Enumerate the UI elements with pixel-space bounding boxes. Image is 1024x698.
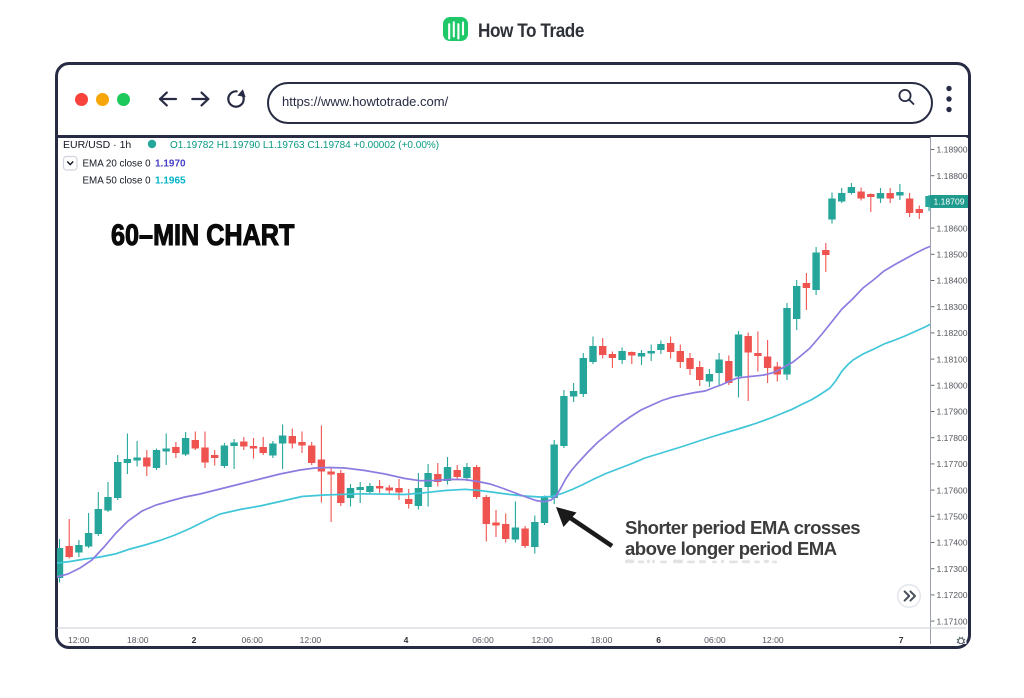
svg-text:12:00: 12:00 [531, 635, 553, 644]
svg-text:1.18300: 1.18300 [937, 302, 968, 312]
svg-text:12:00: 12:00 [762, 635, 784, 644]
svg-text:1.18400: 1.18400 [937, 276, 968, 286]
svg-text:7: 7 [899, 635, 904, 644]
svg-text:EUR/USD · 1h: EUR/USD · 1h [63, 139, 131, 151]
svg-text:1.18200: 1.18200 [937, 328, 968, 338]
svg-text:Shorter period EMA crosses: Shorter period EMA crosses [625, 517, 860, 538]
svg-text:1.17600: 1.17600 [937, 485, 968, 495]
svg-text:06:00: 06:00 [241, 635, 263, 644]
svg-text:60–MIN CHART: 60–MIN CHART [111, 218, 294, 252]
svg-text:1.18600: 1.18600 [937, 223, 968, 233]
svg-text:1.17500: 1.17500 [937, 512, 968, 522]
svg-text:1.18709: 1.18709 [933, 196, 964, 206]
svg-text:18:00: 18:00 [127, 635, 149, 644]
svg-text:1.1970: 1.1970 [155, 159, 186, 170]
svg-text:12:00: 12:00 [68, 635, 90, 644]
svg-text:4: 4 [404, 635, 409, 644]
svg-text:1.17300: 1.17300 [937, 564, 968, 574]
svg-text:1.1965: 1.1965 [155, 176, 186, 187]
svg-text:06:00: 06:00 [704, 635, 726, 644]
svg-text:1.17700: 1.17700 [937, 459, 968, 469]
svg-text:1.17100: 1.17100 [937, 616, 968, 626]
svg-text:1.17800: 1.17800 [937, 433, 968, 443]
svg-text:EMA 20 close 0: EMA 20 close 0 [83, 159, 152, 170]
svg-text:1.18000: 1.18000 [937, 381, 968, 391]
svg-text:12:00: 12:00 [300, 635, 322, 644]
svg-text:1.17900: 1.17900 [937, 407, 968, 417]
svg-text:06:00: 06:00 [472, 635, 494, 644]
svg-text:1.18800: 1.18800 [937, 171, 968, 181]
svg-text:above longer period EMA: above longer period EMA [625, 538, 837, 559]
svg-text:1.18100: 1.18100 [937, 354, 968, 364]
svg-text:1.18900: 1.18900 [937, 145, 968, 155]
svg-text:EMA 50 close 0: EMA 50 close 0 [83, 176, 152, 187]
svg-text:1.17200: 1.17200 [937, 590, 968, 600]
svg-text:2: 2 [192, 635, 197, 644]
svg-text:6: 6 [656, 635, 661, 644]
svg-text:O1.19782 H1.19790 L1.19763: O1.19782 H1.19790 L1.19763 C1.19784 +0.0… [170, 140, 439, 151]
svg-text:1.18500: 1.18500 [937, 250, 968, 260]
svg-text:1.17400: 1.17400 [937, 538, 968, 548]
svg-text:18:00: 18:00 [591, 635, 613, 644]
